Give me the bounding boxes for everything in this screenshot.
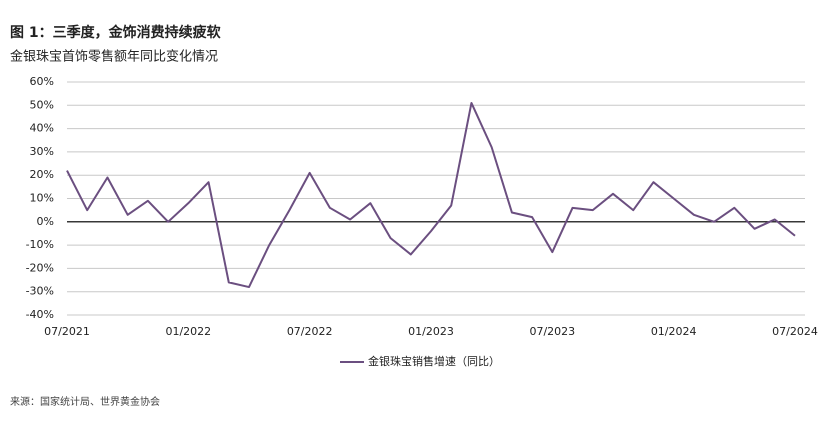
y-tick-label: 30% — [30, 145, 54, 158]
y-tick-label: -30% — [26, 285, 54, 298]
y-tick-label: 0% — [37, 215, 54, 228]
x-tick-label: 07/2023 — [529, 325, 575, 338]
y-tick-label: -20% — [26, 261, 54, 274]
x-tick-label: 07/2024 — [772, 325, 818, 338]
y-tick-label: 20% — [30, 168, 54, 181]
legend-label: 金银珠宝销售增速（同比） — [368, 354, 500, 368]
y-tick-label: 60% — [30, 75, 54, 88]
x-tick-label: 01/2024 — [651, 325, 697, 338]
x-tick-label: 01/2022 — [165, 325, 211, 338]
y-tick-label: 50% — [30, 98, 54, 111]
y-tick-label: -10% — [26, 238, 54, 251]
source: 来源：国家统计局、世界黄金协会 — [10, 395, 160, 408]
x-tick-label: 07/2021 — [44, 325, 90, 338]
chart-title: 图 1：三季度，金饰消费持续疲软 — [10, 24, 222, 41]
y-tick-label: 40% — [30, 122, 54, 135]
chart-subtitle: 金银珠宝首饰零售额年同比变化情况 — [10, 49, 218, 65]
series-line — [66, 101, 796, 289]
x-tick-label: 01/2023 — [408, 325, 454, 338]
x-tick-label: 07/2022 — [287, 325, 333, 338]
y-tick-label: -40% — [26, 308, 54, 321]
y-tick-label: 10% — [30, 192, 54, 205]
